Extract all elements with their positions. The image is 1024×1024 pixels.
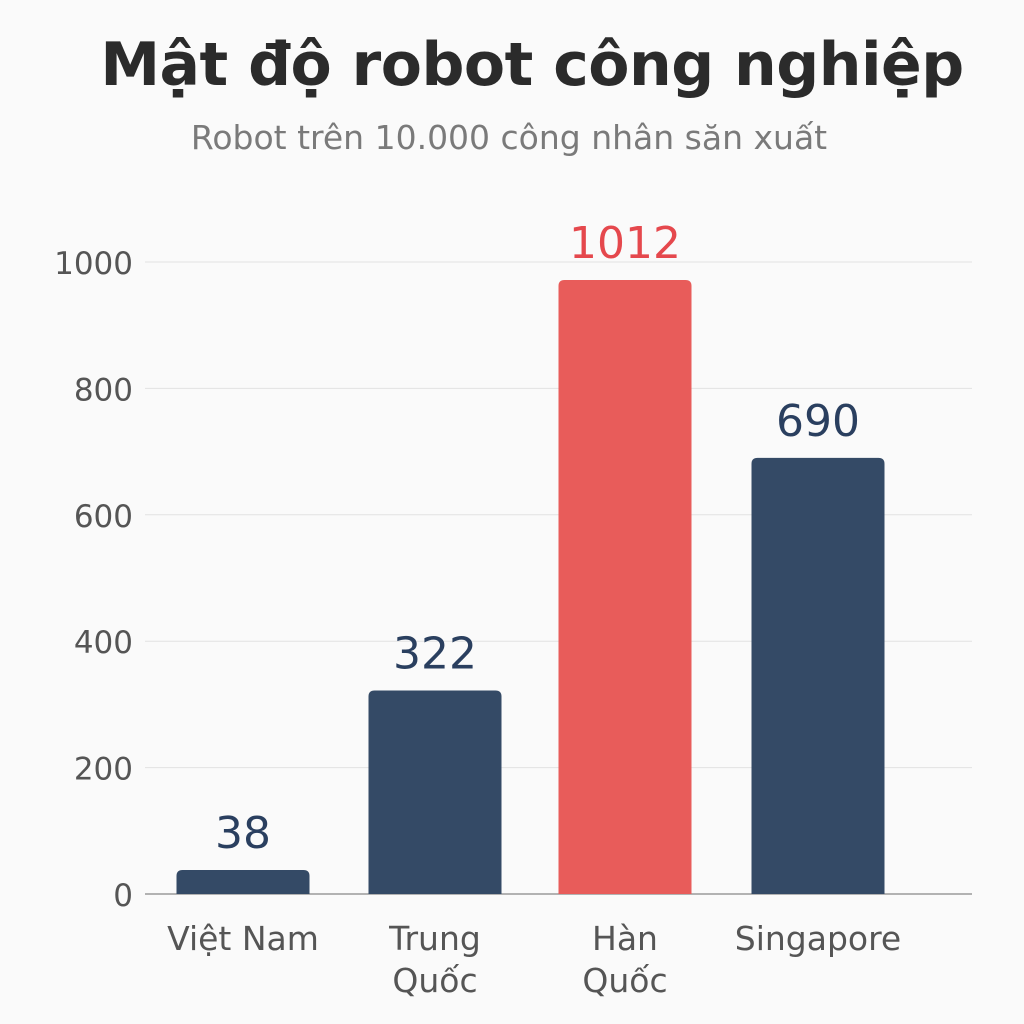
x-tick-label: Hàn bbox=[592, 919, 658, 958]
bar bbox=[176, 869, 310, 894]
y-tick-label: 1000 bbox=[54, 246, 133, 282]
x-tick-label: Quốc bbox=[392, 961, 477, 1000]
y-tick-label: 600 bbox=[74, 499, 133, 535]
x-tick-label: Singapore bbox=[735, 919, 901, 958]
bar-value-label: 1012 bbox=[569, 218, 681, 269]
x-tick-label: Quốc bbox=[582, 961, 667, 1000]
y-tick-label: 800 bbox=[74, 372, 133, 408]
chart-subtitle: Robot trên 10.000 công nhân săn xuất bbox=[190, 118, 828, 157]
chart-title: Mật độ robot công nghiệp bbox=[100, 30, 964, 100]
bar-value-label: 38 bbox=[215, 808, 271, 859]
x-tick-label: Việt Nam bbox=[167, 919, 319, 958]
y-tick-label: 200 bbox=[74, 752, 133, 788]
bar bbox=[751, 457, 885, 894]
bar-value-label: 690 bbox=[776, 396, 860, 447]
bar bbox=[558, 280, 692, 894]
y-tick-label: 400 bbox=[74, 625, 133, 661]
bar-value-label: 322 bbox=[393, 628, 477, 679]
x-tick-label: Trung bbox=[388, 919, 481, 958]
bar bbox=[368, 690, 502, 894]
y-tick-label: 0 bbox=[113, 878, 133, 914]
